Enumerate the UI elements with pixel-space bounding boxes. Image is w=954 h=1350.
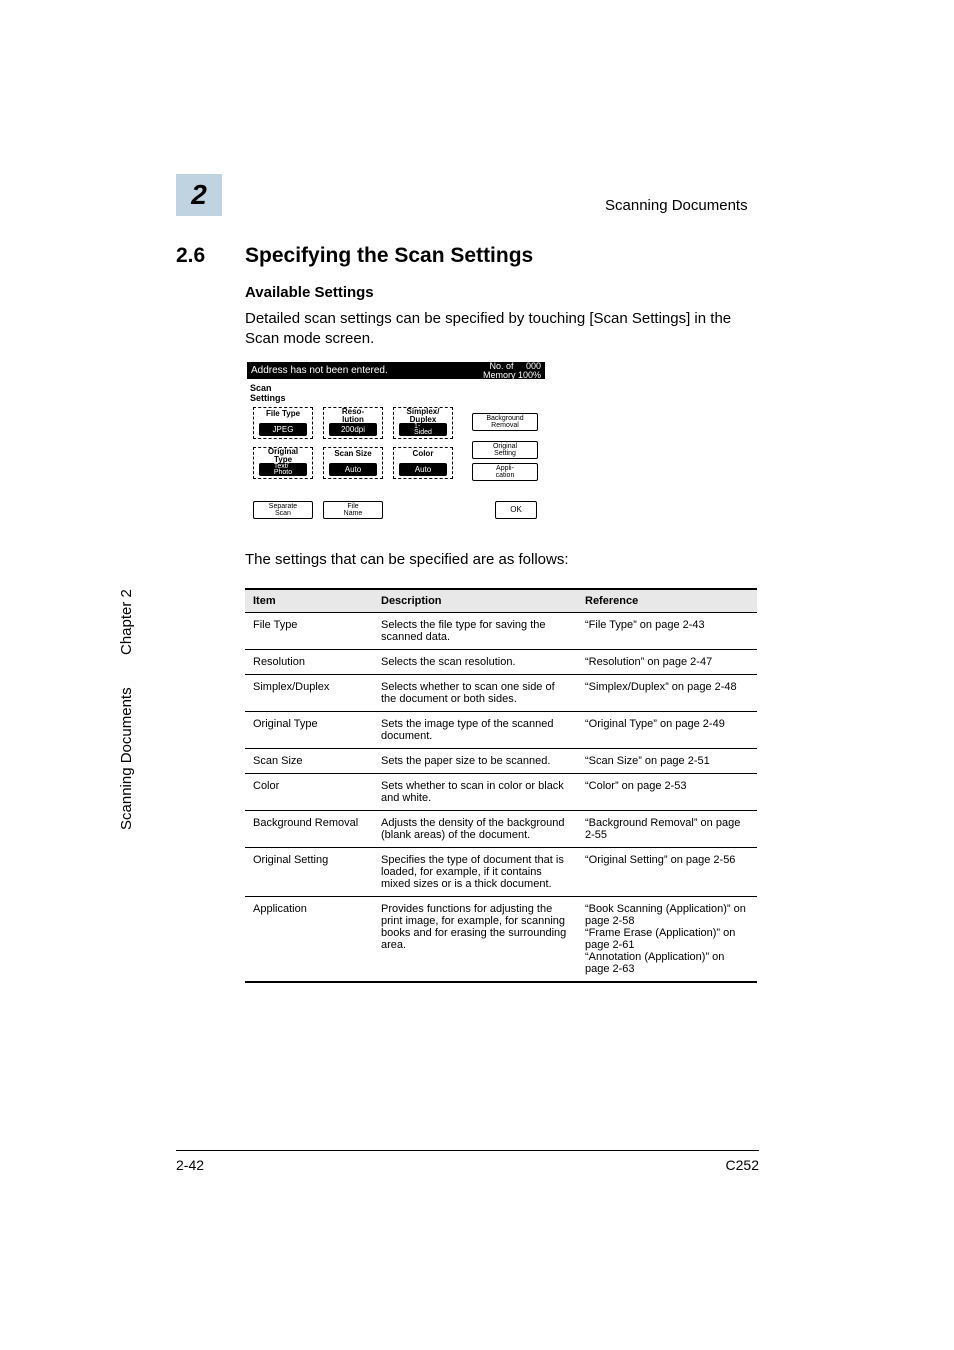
lcd-head-resolution: Reso- lution [327,408,379,424]
td-item: Original Setting [245,848,373,897]
td-item: Color [245,774,373,811]
td-description: Specifies the type of document that is l… [373,848,577,897]
lcd-bar-right: No. of 000 Memory 100% [483,362,541,380]
td-reference: “Book Scanning (Application)” on page 2-… [577,897,757,983]
td-description: Selects the scan resolution. [373,650,577,675]
section-title: Specifying the Scan Settings [245,244,533,268]
lcd-bar-left: Address has not been entered. [251,365,388,376]
td-description: Sets the paper size to be scanned. [373,749,577,774]
settings-table: Item Description Reference File TypeSele… [245,588,757,983]
table-row: File TypeSelects the file type for savin… [245,613,757,650]
device-screen: Address has not been entered. No. of 000… [247,362,545,529]
table-row: Simplex/DuplexSelects whether to scan on… [245,675,757,712]
td-description: Sets the image type of the scanned docum… [373,712,577,749]
table-row: ColorSets whether to scan in color or bl… [245,774,757,811]
td-description: Selects whether to scan one side of the … [373,675,577,712]
lcd-head-scansize: Scan Size [327,450,379,458]
td-item: Simplex/Duplex [245,675,373,712]
td-reference: “Scan Size” on page 2-51 [577,749,757,774]
td-item: Resolution [245,650,373,675]
side-labels: Scanning Documents Chapter 2 [118,530,144,830]
td-item: File Type [245,613,373,650]
table-intro: The settings that can be specified are a… [245,551,569,568]
lcd-head-filetype: File Type [257,410,309,418]
td-reference: “Color” on page 2-53 [577,774,757,811]
td-reference: “Original Setting” on page 2-56 [577,848,757,897]
lcd-scan-settings-label: Scan Settings [250,383,286,403]
side-chapter: Chapter 2 [118,589,135,655]
td-reference: “Background Removal” on page 2-55 [577,811,757,848]
lcd-val-filetype: JPEG [259,423,307,436]
lcd-btn-application: Appli- cation [472,463,538,481]
lcd-btn-background: Background Removal [472,413,538,431]
lcd-head-duplex: Simplex/ Duplex [397,408,449,424]
td-description: Adjusts the density of the background (b… [373,811,577,848]
td-reference: “File Type” on page 2-43 [577,613,757,650]
td-item: Scan Size [245,749,373,774]
table-row: ApplicationProvides functions for adjust… [245,897,757,983]
lcd-val-resolution: 200dpi [329,423,377,436]
lcd-head-originaltype: Original Type [257,448,309,464]
td-reference: “Original Type” on page 2-49 [577,712,757,749]
lcd-bar-right-bot: Memory 100% [483,370,541,380]
lcd-status-bar: Address has not been entered. No. of 000… [247,362,545,379]
th-reference: Reference [577,589,757,613]
lcd-val-originaltype: Text/ Photo [259,463,307,476]
header-right: Scanning Documents [605,197,748,214]
table-row: ResolutionSelects the scan resolution.“R… [245,650,757,675]
lcd-head-color: Color [397,450,449,458]
section-number: 2.6 [176,244,205,268]
page-footer: 2-42 C252 [176,1150,759,1173]
lcd-btn-originalsetting: Original Setting [472,441,538,459]
lcd-btn-separatescan: Separate Scan [253,501,313,519]
th-description: Description [373,589,577,613]
chapter-number-badge: 2 [176,174,222,216]
footer-left: 2-42 [176,1157,204,1173]
table-row: Original TypeSets the image type of the … [245,712,757,749]
side-scanning-documents: Scanning Documents [118,687,135,830]
lcd-val-color: Auto [399,463,447,476]
lcd-val-scansize: Auto [329,463,377,476]
table-row: Original SettingSpecifies the type of do… [245,848,757,897]
lcd-btn-ok: OK [495,501,537,519]
td-description: Provides functions for adjusting the pri… [373,897,577,983]
lcd-val-duplex: 1- Sided [399,423,447,436]
section-subhead: Available Settings [245,284,374,301]
td-reference: “Resolution” on page 2-47 [577,650,757,675]
td-reference: “Simplex/Duplex” on page 2-48 [577,675,757,712]
lcd-btn-filename: File Name [323,501,383,519]
table-row: Scan SizeSets the paper size to be scann… [245,749,757,774]
table-row: Background RemovalAdjusts the density of… [245,811,757,848]
intro-paragraph: Detailed scan settings can be specified … [245,309,745,350]
footer-right: C252 [726,1157,759,1173]
td-description: Sets whether to scan in color or black a… [373,774,577,811]
td-description: Selects the file type for saving the sca… [373,613,577,650]
td-item: Background Removal [245,811,373,848]
td-item: Original Type [245,712,373,749]
th-item: Item [245,589,373,613]
td-item: Application [245,897,373,983]
